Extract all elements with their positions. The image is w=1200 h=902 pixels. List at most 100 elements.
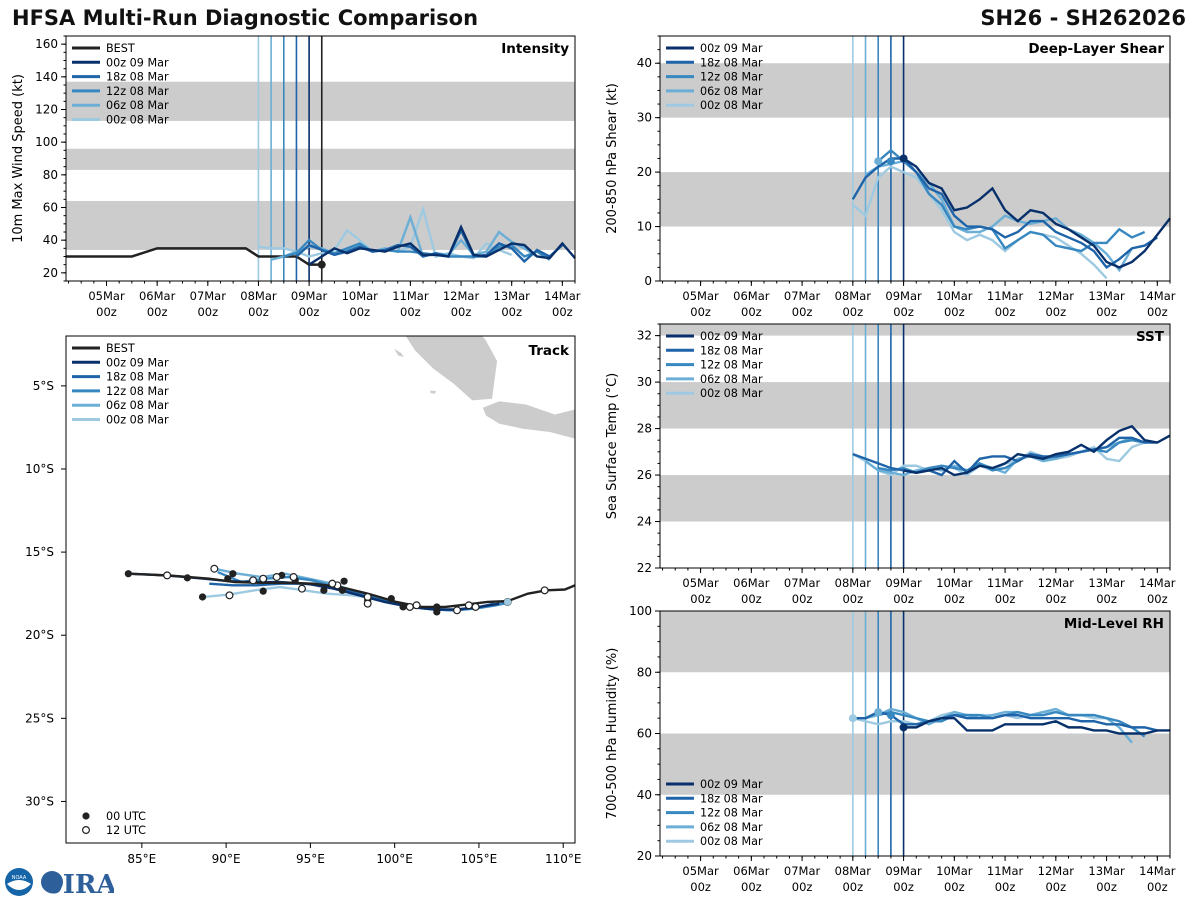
panel-label: Intensity <box>501 41 569 57</box>
y-tick-label: 26 <box>637 468 652 482</box>
x-tick-label-day: 10Mar <box>936 289 973 303</box>
y-tick-label: 100 <box>35 135 58 149</box>
noaa-wave-icon <box>7 880 31 890</box>
x-tick-label-day: 07Mar <box>784 864 821 878</box>
x-tick-label-day: 12Mar <box>443 289 480 303</box>
x-tick-label-hour: 00z <box>893 880 914 894</box>
legend-label: 00z 08 Mar <box>106 114 169 127</box>
y-tick-label: 60 <box>637 727 652 741</box>
x-tick-label-hour: 00z <box>842 880 863 894</box>
track-point-00utc <box>433 603 441 611</box>
x-tick-label-hour: 00z <box>400 305 421 319</box>
track-point-00utc <box>320 586 328 594</box>
threshold-band <box>660 172 1170 227</box>
track-point-12utc <box>453 606 462 615</box>
run-start-marker <box>886 711 895 720</box>
legend-label: 06z 08 Mar <box>106 399 169 412</box>
x-tick-label-hour: 00z <box>893 305 914 319</box>
x-tick-label-hour: 00z <box>1096 305 1117 319</box>
y-tick-label: 28 <box>637 422 652 436</box>
legend-label: 00z 08 Mar <box>106 414 169 427</box>
lon-tick-label: 110°E <box>545 852 582 866</box>
y-tick-label: 22 <box>637 561 652 575</box>
x-tick-label-hour: 00z <box>690 880 711 894</box>
intensity-panel: 20 40 60 80 100 120 140 160 05Mar 00z 06Mar 00z 07Ma… <box>11 35 581 319</box>
track-point-00utc <box>224 575 232 583</box>
y-tick-label: 10 <box>637 220 652 234</box>
x-tick-label-hour: 00z <box>741 592 762 606</box>
legend-label: 00z 08 Mar <box>700 387 763 400</box>
lat-tick-label: 15°S <box>25 545 54 559</box>
x-tick-label-hour: 00z <box>690 592 711 606</box>
best-marker <box>317 260 326 269</box>
track-point-12utc <box>405 602 414 611</box>
cira-logo-text: CIRA <box>42 870 114 898</box>
best-intensity-line <box>66 247 322 266</box>
legend-label: 00z 08 Mar <box>700 835 763 848</box>
legend-label: 00z 08 Mar <box>700 99 763 112</box>
panel-label: SST <box>1136 329 1165 345</box>
track-point-12utc <box>297 584 306 593</box>
threshold-band <box>660 611 1170 673</box>
series-line-0 <box>903 424 1171 477</box>
x-tick-label-hour: 00z <box>690 305 711 319</box>
y-tick-label: 0 <box>644 274 652 288</box>
lon-tick-label: 90°E <box>212 852 241 866</box>
x-tick-label-day: 14Mar <box>1139 289 1176 303</box>
x-tick-label-day: 08Mar <box>240 289 277 303</box>
x-tick-label-hour: 00z <box>197 305 218 319</box>
threshold-band <box>660 475 1170 522</box>
lon-tick-label: 85°E <box>127 852 156 866</box>
legend-label: 06z 08 Mar <box>700 373 763 386</box>
x-tick-label-day: 08Mar <box>835 576 872 590</box>
x-tick-label-day: 13Mar <box>1088 864 1125 878</box>
x-tick-label-day: 14Mar <box>1139 864 1176 878</box>
axes-frame <box>659 323 1171 569</box>
track-panel: 85°E 90°E 95°E 100°E 105°E 110°E 5°S 10°S 15°S 20… <box>25 335 582 866</box>
legend-label: 18z 08 Mar <box>106 71 169 84</box>
x-tick-label-hour: 00z <box>842 592 863 606</box>
run-start-marker <box>899 723 908 732</box>
y-tick-label: 30 <box>637 111 652 125</box>
x-tick-label-hour: 00z <box>1096 880 1117 894</box>
x-tick-label-hour: 00z <box>842 305 863 319</box>
x-tick-label-hour: 00z <box>1045 592 1066 606</box>
x-tick-label-day: 07Mar <box>784 576 821 590</box>
track-point-00utc <box>259 587 267 595</box>
lat-tick-label: 5°S <box>33 379 54 393</box>
y-tick-label: 160 <box>35 37 58 51</box>
lat-tick-label: 30°S <box>25 794 54 808</box>
x-tick-label-hour: 00z <box>995 880 1016 894</box>
cira-globe-icon <box>41 871 63 893</box>
legend-label: 00z 09 Mar <box>106 356 169 369</box>
y-axis-label: 200-850 hPa Shear (kt) <box>605 83 620 234</box>
threshold-band <box>660 382 1170 429</box>
x-tick-label-hour: 00z <box>1147 880 1168 894</box>
x-tick-label-day: 11Mar <box>392 289 429 303</box>
threshold-band <box>66 81 575 121</box>
y-tick-label: 32 <box>637 329 652 343</box>
track-plot-area <box>124 336 575 616</box>
y-tick-label: 20 <box>637 849 652 863</box>
x-tick-label-day: 09Mar <box>291 289 328 303</box>
y-tick-label: 140 <box>35 70 58 84</box>
rh-panel: 20 40 60 80 100 05Mar 00z 06Mar 00z 07Mar 00z 08Mar… <box>605 604 1176 894</box>
x-tick-label-hour: 00z <box>944 880 965 894</box>
legend-label: 18z 08 Mar <box>700 792 763 805</box>
run-start-marker <box>874 708 883 717</box>
noaa-logo-text: NOAA <box>12 875 27 881</box>
track-point-12utc <box>210 564 219 573</box>
x-tick-label-day: 12Mar <box>1038 864 1075 878</box>
x-tick-label-day: 06Mar <box>733 576 770 590</box>
y-tick-label: 80 <box>637 665 652 679</box>
x-tick-label-day: 09Mar <box>885 289 922 303</box>
x-tick-label-hour: 00z <box>995 592 1016 606</box>
legend-00utc-marker <box>82 812 90 820</box>
x-tick-label-day: 12Mar <box>1038 576 1075 590</box>
x-tick-label-day: 10Mar <box>936 864 973 878</box>
y-axis-label: 10m Max Wind Speed (kt) <box>11 74 26 243</box>
legend-label: 12z 08 Mar <box>106 385 169 398</box>
legend-label: 18z 08 Mar <box>700 56 763 69</box>
x-tick-label-day: 09Mar <box>885 864 922 878</box>
x-tick-label-hour: 00z <box>995 305 1016 319</box>
